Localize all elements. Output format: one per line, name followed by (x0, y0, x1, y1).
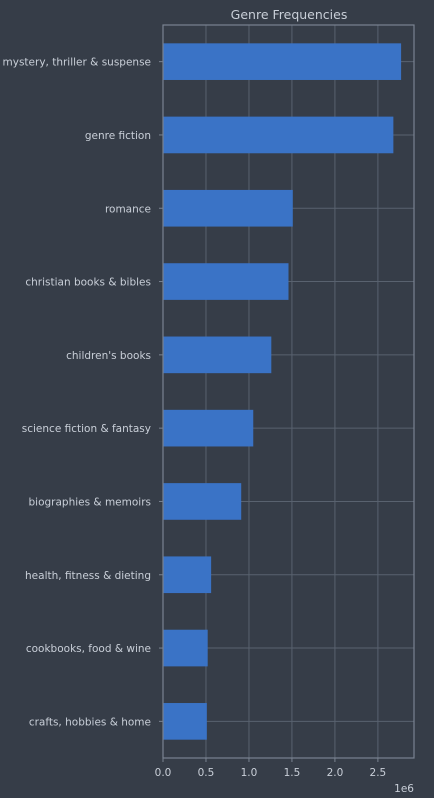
x-axis-ticks: 0.0 0.5 1.0 1.5 2.0 2.5 (155, 758, 387, 779)
x-tick-label: 1.0 (241, 767, 258, 779)
bar-4 (163, 336, 272, 374)
bar-1 (163, 116, 394, 154)
y-tick-label: health, fitness & dieting (25, 570, 151, 582)
bar-6 (163, 483, 242, 520)
bar-2 (163, 189, 293, 227)
y-tick-label: biographies & memoirs (29, 496, 152, 508)
chart-title: Genre Frequencies (231, 7, 348, 22)
axes-frame (162, 24, 415, 759)
y-tick-label: genre fiction (85, 130, 151, 142)
x-tick-label: 0.0 (155, 767, 172, 779)
y-tick-label: children's books (66, 350, 151, 362)
y-tick-label: romance (105, 203, 151, 215)
y-tick-label: christian books & bibles (25, 277, 151, 289)
x-tick-label: 1.5 (284, 767, 301, 779)
y-tick-label: crafts, hobbies & home (29, 716, 151, 728)
bar-7 (163, 556, 212, 594)
x-tick-label: 0.5 (198, 767, 215, 779)
bar-0 (163, 43, 402, 80)
bar-5 (163, 409, 254, 447)
bar-layer (163, 43, 402, 740)
bar-3 (163, 263, 289, 300)
bar-8 (163, 629, 208, 667)
y-axis-ticks: mystery, thriller & suspense genre fictio… (3, 57, 163, 728)
y-tick-label: cookbooks, food & wine (26, 643, 151, 655)
y-tick-label: science fiction & fantasy (22, 423, 151, 435)
x-tick-label: 2.0 (327, 767, 344, 779)
x-axis-offset-label: 1e6 (394, 783, 414, 795)
bar-9 (163, 703, 207, 740)
x-tick-label: 2.5 (370, 767, 387, 779)
y-tick-label: mystery, thriller & suspense (3, 57, 151, 69)
